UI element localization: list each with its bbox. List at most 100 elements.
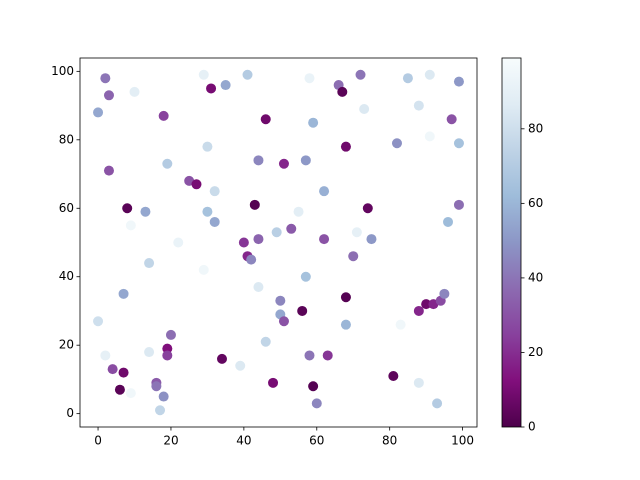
scatter-point (209, 186, 220, 197)
scatter-point (337, 86, 348, 97)
scatter-point (439, 288, 450, 299)
scatter-point (158, 391, 169, 402)
scatter-point (355, 69, 366, 80)
scatter-point (202, 141, 213, 152)
scatter-point (424, 69, 435, 80)
colorbar-tick-label: 80 (528, 121, 543, 135)
scatter-point (206, 83, 217, 94)
scatter-point (278, 316, 289, 327)
scatter-point (165, 329, 176, 340)
scatter-point (162, 350, 173, 361)
scatter-point (395, 319, 406, 330)
scatter-point (198, 69, 209, 80)
x-tick-label: 20 (163, 434, 178, 448)
x-tick-label: 0 (94, 434, 102, 448)
scatter-point (216, 353, 227, 364)
y-tick-label: 80 (59, 132, 74, 146)
scatter-point (308, 117, 319, 128)
scatter-point (359, 104, 370, 115)
scatter-point (308, 381, 319, 392)
scatter-point (246, 254, 257, 265)
scatter-point (93, 316, 104, 327)
scatter-point (268, 377, 279, 388)
scatter-point (249, 199, 260, 210)
scatter-point (453, 138, 464, 149)
scatter-point (453, 199, 464, 210)
y-tick-label: 0 (66, 406, 74, 420)
scatter-point (162, 158, 173, 169)
colorbar-tick-label: 20 (528, 345, 543, 359)
scatter-point (129, 86, 140, 97)
scatter-point (93, 107, 104, 118)
scatter-point (340, 319, 351, 330)
scatter-point (322, 350, 333, 361)
scatter-point (140, 206, 151, 217)
x-tick-label: 100 (451, 434, 474, 448)
scatter-point (319, 234, 330, 245)
scatter-point (220, 80, 231, 91)
scatter-point (286, 223, 297, 234)
y-tick-label: 100 (51, 64, 74, 78)
scatter-point (413, 305, 424, 316)
scatter-point (122, 203, 133, 214)
colorbar-tick-label: 60 (528, 196, 543, 210)
scatter-point (278, 158, 289, 169)
scatter-point (453, 76, 464, 87)
scatter-point (253, 234, 264, 245)
scatter-point (114, 384, 125, 395)
scatter-point (162, 343, 173, 354)
colorbar-tick-label: 40 (528, 270, 543, 284)
scatter-point (144, 347, 155, 358)
scatter-point (202, 206, 213, 217)
scatter-point (391, 138, 402, 149)
scatter-point (151, 381, 162, 392)
scatter-point (304, 73, 315, 84)
scatter-point (107, 364, 118, 375)
scatter-point (297, 305, 308, 316)
scatter-point (311, 398, 322, 409)
scatter-point (413, 100, 424, 111)
scatter-point (300, 155, 311, 166)
colorbar (501, 57, 522, 428)
scatter-point (351, 227, 362, 238)
scatter-point (362, 203, 373, 214)
scatter-point (340, 141, 351, 152)
scatter-point (340, 292, 351, 303)
scatter-point (253, 155, 264, 166)
scatter-point (242, 69, 253, 80)
scatter-point (260, 336, 271, 347)
scatter-point (238, 237, 249, 248)
scatter-point (446, 114, 457, 125)
plot-frame (79, 57, 478, 428)
y-tick-label: 60 (59, 201, 74, 215)
colorbar-tick-label: 0 (528, 420, 536, 434)
scatter-point (293, 206, 304, 217)
scatter-point (125, 388, 136, 399)
scatter-point (253, 281, 264, 292)
scatter-point (235, 360, 246, 371)
scatter-point (421, 299, 432, 310)
scatter-point (432, 398, 443, 409)
scatter-point (209, 216, 220, 227)
scatter-point (443, 216, 454, 227)
x-tick-label: 60 (309, 434, 324, 448)
scatter-point (158, 110, 169, 121)
scatter-point (275, 295, 286, 306)
scatter-point (304, 350, 315, 361)
scatter-point (424, 131, 435, 142)
scatter-point (319, 186, 330, 197)
scatter-point (155, 405, 166, 416)
y-tick-label: 40 (59, 269, 74, 283)
scatter-point (402, 73, 413, 84)
scatter-point (191, 179, 202, 190)
x-tick-label: 80 (382, 434, 397, 448)
scatter-point (118, 288, 129, 299)
y-tick-label: 20 (59, 338, 74, 352)
scatter-point (118, 367, 129, 378)
scatter-point (198, 264, 209, 275)
scatter-point (300, 271, 311, 282)
scatter-point (173, 237, 184, 248)
scatter-point (103, 165, 114, 176)
scatter-point (125, 220, 136, 231)
